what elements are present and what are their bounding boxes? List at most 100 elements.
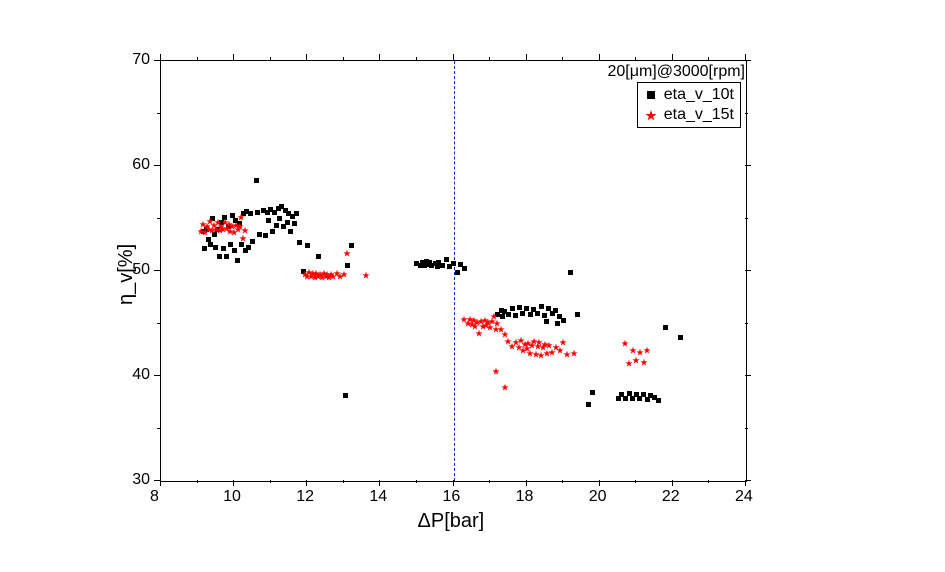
- y-tick-label: 70: [132, 51, 150, 69]
- y-tick: [154, 165, 160, 166]
- data-point-eta_v_10t: [305, 243, 310, 248]
- x-tick: [379, 480, 380, 486]
- x-minor-tick: [489, 480, 490, 483]
- y-minor-tick: [157, 218, 160, 219]
- data-point-eta_v_10t: [270, 229, 275, 234]
- x-minor-tick: [197, 57, 198, 60]
- data-point-eta_v_10t: [544, 319, 549, 324]
- x-tick: [526, 480, 527, 486]
- y-tick-label: 30: [132, 471, 150, 489]
- data-point-eta_v_10t: [250, 239, 255, 244]
- x-minor-tick: [635, 480, 636, 483]
- data-point-eta_v_10t: [213, 245, 218, 250]
- data-point-eta_v_10t: [277, 216, 282, 221]
- x-tick: [453, 480, 454, 486]
- x-tick: [306, 54, 307, 60]
- y-minor-tick: [157, 428, 160, 429]
- data-point-eta_v_10t: [555, 321, 560, 326]
- data-point-eta_v_10t: [263, 233, 268, 238]
- chart-title: 20[μm]@3000[rpm]: [607, 63, 745, 81]
- data-point-eta_v_10t: [510, 306, 515, 311]
- data-point-eta_v_15t: [241, 221, 249, 239]
- x-minor-tick: [708, 480, 709, 483]
- y-tick-label: 50: [132, 261, 150, 279]
- data-point-eta_v_10t: [553, 308, 558, 313]
- x-tick: [379, 54, 380, 60]
- data-point-eta_v_10t: [462, 266, 467, 271]
- x-minor-tick: [197, 480, 198, 483]
- data-point-eta_v_15t: [362, 266, 370, 284]
- data-point-eta_v_10t: [232, 248, 237, 253]
- y-tick: [745, 270, 751, 271]
- data-point-eta_v_10t: [444, 257, 449, 262]
- data-point-eta_v_10t: [224, 254, 229, 259]
- x-tick-label: 16: [443, 488, 461, 506]
- x-tick: [672, 54, 673, 60]
- x-tick-label: 24: [735, 488, 753, 506]
- data-point-eta_v_10t: [524, 306, 529, 311]
- x-minor-tick: [489, 57, 490, 60]
- data-point-eta_v_15t: [570, 344, 578, 362]
- data-point-eta_v_10t: [297, 240, 302, 245]
- y-tick: [154, 375, 160, 376]
- y-tick: [154, 60, 160, 61]
- star-icon: [644, 108, 658, 122]
- data-point-eta_v_10t: [202, 246, 207, 251]
- data-point-eta_v_10t: [217, 254, 222, 259]
- data-point-eta_v_10t: [316, 254, 321, 259]
- y-tick-label: 60: [132, 156, 150, 174]
- y-minor-tick: [157, 113, 160, 114]
- data-point-eta_v_10t: [506, 312, 511, 317]
- y-minor-tick: [745, 323, 748, 324]
- data-point-eta_v_15t: [492, 362, 500, 380]
- data-point-eta_v_10t: [254, 178, 259, 183]
- x-tick: [160, 54, 161, 60]
- y-tick-label: 40: [132, 366, 150, 384]
- data-point-eta_v_10t: [255, 210, 260, 215]
- x-tick: [599, 480, 600, 486]
- x-minor-tick: [343, 480, 344, 483]
- x-tick-label: 22: [662, 488, 680, 506]
- data-point-eta_v_10t: [586, 402, 591, 407]
- legend-item: eta_v_10t: [644, 85, 734, 105]
- x-axis-label: ΔP[bar]: [418, 510, 485, 533]
- data-point-eta_v_10t: [513, 313, 518, 318]
- y-minor-tick: [157, 323, 160, 324]
- data-point-eta_v_10t: [208, 242, 213, 247]
- data-point-eta_v_10t: [266, 218, 271, 223]
- x-tick: [672, 480, 673, 486]
- x-minor-tick: [416, 480, 417, 483]
- data-point-eta_v_10t: [248, 211, 253, 216]
- data-point-eta_v_10t: [568, 270, 573, 275]
- data-point-eta_v_10t: [539, 304, 544, 309]
- legend-label: eta_v_10t: [664, 86, 734, 104]
- y-tick: [745, 480, 751, 481]
- y-minor-tick: [745, 218, 748, 219]
- data-point-eta_v_10t: [561, 318, 566, 323]
- x-minor-tick: [416, 57, 417, 60]
- x-minor-tick: [562, 57, 563, 60]
- data-point-eta_v_10t: [221, 246, 226, 251]
- legend-item: eta_v_15t: [644, 105, 734, 125]
- x-tick: [306, 480, 307, 486]
- data-point-eta_v_10t: [235, 258, 240, 263]
- x-tick-label: 10: [223, 488, 241, 506]
- x-tick: [233, 54, 234, 60]
- x-tick: [599, 54, 600, 60]
- y-tick: [154, 270, 160, 271]
- square-icon: [644, 88, 658, 102]
- x-minor-tick: [343, 57, 344, 60]
- data-point-eta_v_10t: [343, 393, 348, 398]
- data-point-eta_v_15t: [501, 378, 509, 396]
- x-minor-tick: [562, 480, 563, 483]
- y-minor-tick: [745, 428, 748, 429]
- x-tick-label: 12: [296, 488, 314, 506]
- y-tick: [745, 60, 751, 61]
- data-point-eta_v_10t: [517, 305, 522, 310]
- data-point-eta_v_10t: [590, 390, 595, 395]
- data-point-eta_v_10t: [292, 221, 297, 226]
- data-point-eta_v_10t: [455, 270, 460, 275]
- x-minor-tick: [270, 57, 271, 60]
- data-point-eta_v_10t: [294, 211, 299, 216]
- data-point-eta_v_15t: [343, 244, 351, 262]
